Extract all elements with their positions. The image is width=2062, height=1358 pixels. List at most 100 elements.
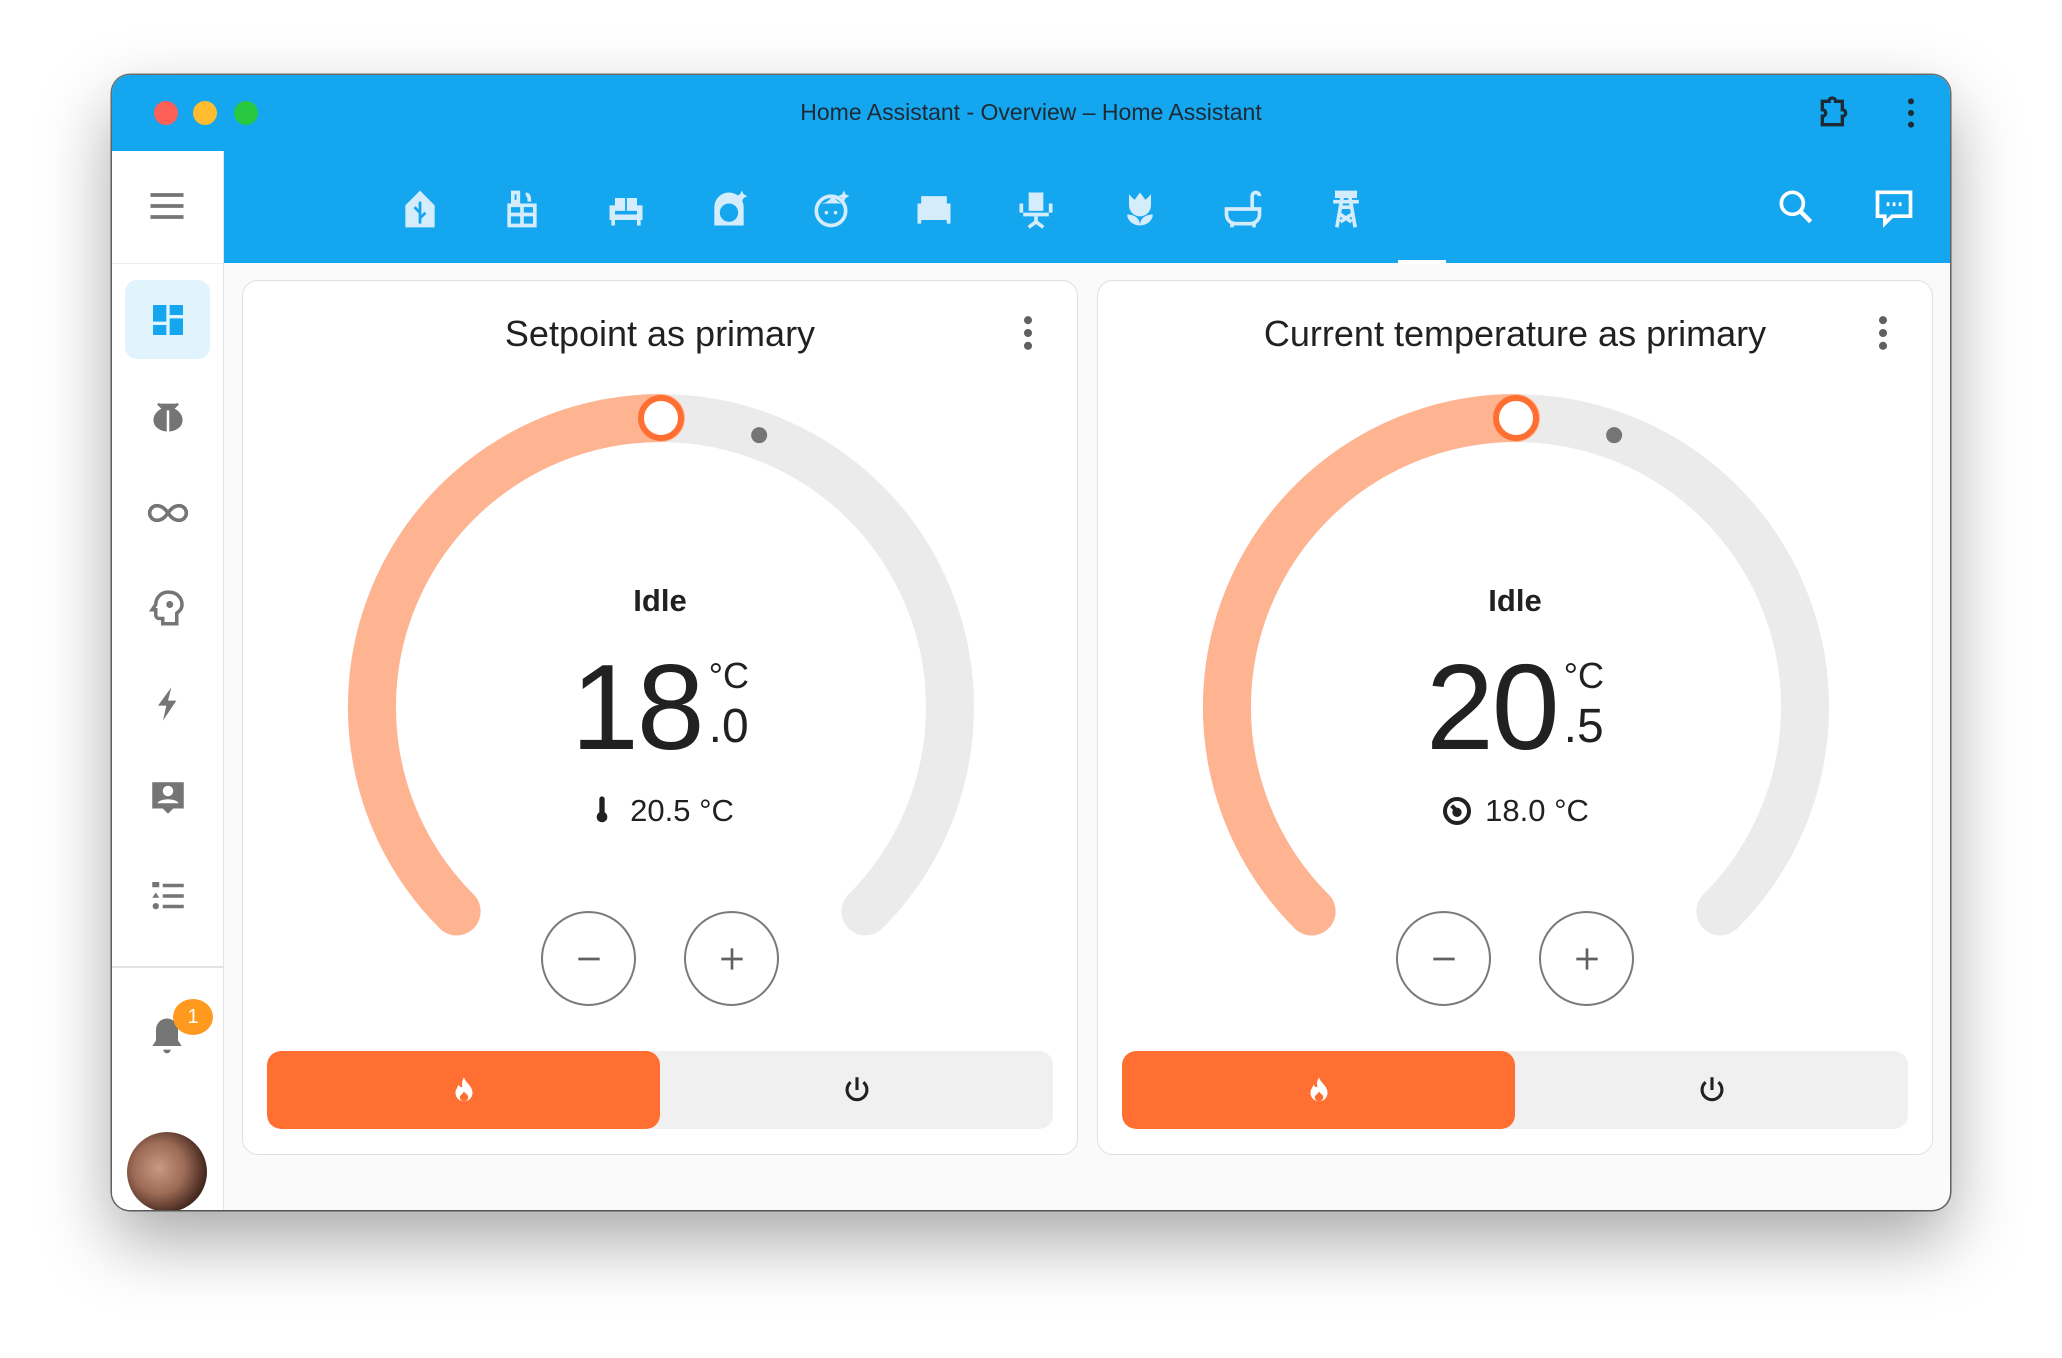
primary-integer: 18 bbox=[570, 639, 705, 775]
decrease-button[interactable] bbox=[541, 911, 636, 1006]
header-tab-9[interactable] bbox=[1221, 187, 1265, 231]
card-title: Setpoint as primary bbox=[504, 313, 816, 354]
chair-icon bbox=[1019, 192, 1053, 229]
sidebar-item-overview[interactable] bbox=[125, 280, 210, 359]
notifications-button[interactable]: 1 bbox=[145, 999, 213, 1057]
head-cog-icon bbox=[148, 589, 184, 625]
header-tab-7[interactable] bbox=[1014, 187, 1058, 231]
hvac-action: Idle bbox=[1488, 583, 1542, 618]
primary-decimal: .0 bbox=[708, 700, 749, 753]
mode-heat-button[interactable] bbox=[1122, 1051, 1515, 1129]
primary-unit: °C bbox=[1563, 655, 1605, 696]
header-tab-1[interactable] bbox=[398, 187, 442, 231]
header-tab-5[interactable] bbox=[809, 187, 853, 231]
desk-icon bbox=[507, 190, 537, 228]
gauge-fill bbox=[347, 394, 685, 936]
dashboard-icon bbox=[152, 304, 183, 335]
current-temperature-marker bbox=[751, 427, 768, 444]
secondary-text: 18.0 °C bbox=[1485, 793, 1589, 828]
mode-heat-button[interactable] bbox=[267, 1051, 660, 1129]
card-menu-icon[interactable] bbox=[1013, 311, 1043, 355]
power-icon bbox=[1700, 1077, 1723, 1102]
plus-icon bbox=[1575, 947, 1598, 970]
face-woman-shimmer-icon bbox=[714, 190, 748, 226]
gauge-fill bbox=[1202, 394, 1540, 936]
sofa-icon bbox=[609, 198, 643, 226]
mode-off-button[interactable] bbox=[1515, 1051, 1908, 1129]
decrease-button[interactable] bbox=[1396, 911, 1491, 1006]
notification-badge: 1 bbox=[173, 999, 213, 1035]
primary-unit: °C bbox=[708, 655, 750, 696]
fire-icon bbox=[455, 1077, 472, 1102]
window-title: Home Assistant - Overview – Home Assista… bbox=[800, 99, 1262, 125]
thermostat-card: Setpoint as primary Idle 18 °C .0 20.5 °C bbox=[242, 280, 1078, 1155]
bed-icon bbox=[917, 196, 951, 224]
sidebar-divider bbox=[112, 966, 223, 968]
plus-icon bbox=[720, 947, 743, 970]
card-menu-icon[interactable] bbox=[1868, 311, 1898, 355]
sidebar-item-debug[interactable] bbox=[125, 377, 210, 456]
bell-icon bbox=[152, 1018, 182, 1054]
power-icon bbox=[845, 1077, 868, 1102]
window-menu-icon[interactable] bbox=[1891, 93, 1931, 133]
secondary-value: 20.5 °C bbox=[243, 793, 1077, 829]
maximize-window-button[interactable] bbox=[234, 101, 258, 125]
sidebar: 1 bbox=[112, 151, 224, 1210]
card-title: Current temperature as primary bbox=[1263, 313, 1767, 354]
home-garden-icon bbox=[405, 190, 435, 228]
setpoint-handle[interactable] bbox=[638, 395, 684, 441]
hvac-mode-selector bbox=[267, 1051, 1053, 1129]
hamburger-icon[interactable] bbox=[145, 184, 189, 228]
thermostat-target-icon bbox=[1443, 797, 1472, 825]
hvac-action: Idle bbox=[633, 583, 687, 618]
header-tab-6[interactable] bbox=[912, 187, 956, 231]
account-box-icon bbox=[151, 781, 184, 814]
puzzle-icon[interactable] bbox=[1814, 93, 1854, 133]
setpoint-handle[interactable] bbox=[1493, 395, 1539, 441]
format-list-icon bbox=[151, 881, 184, 909]
thermometer-icon bbox=[596, 796, 608, 823]
close-window-button[interactable] bbox=[154, 101, 178, 125]
minus-icon bbox=[1432, 957, 1455, 960]
primary-value: 20 °C .5 bbox=[1098, 646, 1932, 768]
hvac-mode-selector bbox=[1122, 1051, 1908, 1129]
active-tab-indicator bbox=[1398, 260, 1446, 264]
sidebar-item-automations[interactable] bbox=[125, 473, 210, 552]
header-tab-4[interactable] bbox=[707, 187, 751, 231]
primary-value: 18 °C .0 bbox=[243, 646, 1077, 768]
increase-button[interactable] bbox=[1539, 911, 1634, 1006]
face-man-shimmer-icon bbox=[814, 190, 850, 228]
secondary-text: 20.5 °C bbox=[630, 793, 734, 828]
header-tab-10[interactable] bbox=[1324, 187, 1368, 231]
app-window: Home Assistant - Overview – Home Assista… bbox=[112, 75, 1950, 1210]
bug-icon bbox=[152, 402, 183, 432]
sidebar-item-people[interactable] bbox=[125, 758, 210, 837]
top-toolbar bbox=[224, 151, 1950, 264]
sidebar-item-energy[interactable] bbox=[125, 664, 210, 743]
sidebar-item-todo[interactable] bbox=[125, 856, 210, 935]
transmission-tower-icon bbox=[1333, 190, 1359, 228]
header-tab-2[interactable] bbox=[500, 187, 544, 231]
sidebar-item-ai[interactable] bbox=[125, 568, 210, 647]
primary-decimal: .5 bbox=[1563, 700, 1604, 753]
fire-icon bbox=[1310, 1077, 1327, 1102]
thermostat-card: Current temperature as primary Idle 20 °… bbox=[1097, 280, 1933, 1155]
infinity-icon bbox=[147, 503, 188, 522]
temperature-gauge bbox=[347, 394, 974, 936]
assist-icon[interactable] bbox=[1872, 185, 1916, 229]
search-icon[interactable] bbox=[1774, 185, 1818, 229]
temperature-gauge bbox=[1202, 394, 1829, 936]
user-avatar[interactable] bbox=[127, 1132, 207, 1210]
minus-icon bbox=[577, 957, 600, 960]
secondary-value: 18.0 °C bbox=[1098, 793, 1932, 829]
flower-tulip-icon bbox=[1127, 192, 1153, 226]
mode-off-button[interactable] bbox=[660, 1051, 1053, 1129]
primary-integer: 20 bbox=[1425, 639, 1560, 775]
lightning-icon bbox=[157, 686, 176, 721]
increase-button[interactable] bbox=[684, 911, 779, 1006]
title-bar: Home Assistant - Overview – Home Assista… bbox=[112, 75, 1950, 151]
header-tab-8[interactable] bbox=[1118, 187, 1162, 231]
header-tab-3[interactable] bbox=[604, 187, 648, 231]
bathtub-icon bbox=[1224, 190, 1262, 228]
minimize-window-button[interactable] bbox=[193, 101, 217, 125]
